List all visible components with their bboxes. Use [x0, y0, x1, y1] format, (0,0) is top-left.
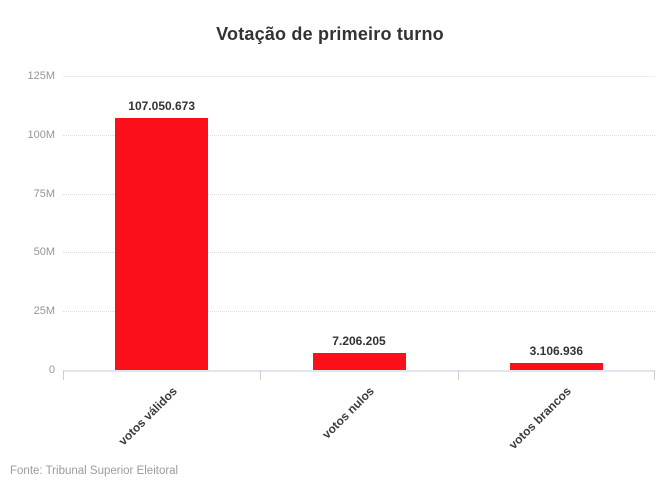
gridline-75M [63, 193, 655, 195]
x-axis-tick [260, 370, 262, 380]
bar-value-label-votos-nulos: 7.206.205 [332, 334, 386, 349]
y-tick-label-50M: 50M [33, 246, 55, 259]
bar-value-label-votos-v-lidos: 107.050.673 [128, 99, 196, 114]
bar-value-label-votos-brancos: 3.106.936 [529, 343, 584, 358]
x-axis-label-votos-brancos: votos brancos [506, 384, 575, 452]
source-note: Fonte: Tribunal Superior Eleitoral [10, 465, 179, 477]
y-tick-label-75M: 75M [33, 187, 55, 200]
plot-area: 107.050.673 votos válidos 7.206.205 votos n… [63, 76, 655, 452]
gridline-50M [63, 252, 655, 254]
y-tick-label-0: 0 [48, 364, 55, 376]
bar-votos-v-lidos [115, 118, 209, 370]
x-axis-tick [457, 370, 459, 380]
y-tick-label-100M: 100M [27, 128, 55, 141]
gridline-25M [63, 311, 655, 313]
gridline-125M [63, 76, 655, 77]
gridline-100M [63, 134, 655, 136]
bar-votos-brancos [509, 362, 603, 370]
bar-votos-nulos [312, 353, 406, 370]
y-tick-label-25M: 25M [33, 305, 55, 318]
x-axis-tick [654, 370, 655, 380]
x-axis-tick [63, 370, 64, 380]
x-axis-baseline [63, 370, 655, 372]
x-axis-label-votos-nulos: votos nulos [319, 384, 377, 442]
y-tick-label-125M: 125M [27, 70, 55, 82]
chart-title: Votação de primeiro turno [216, 24, 444, 44]
